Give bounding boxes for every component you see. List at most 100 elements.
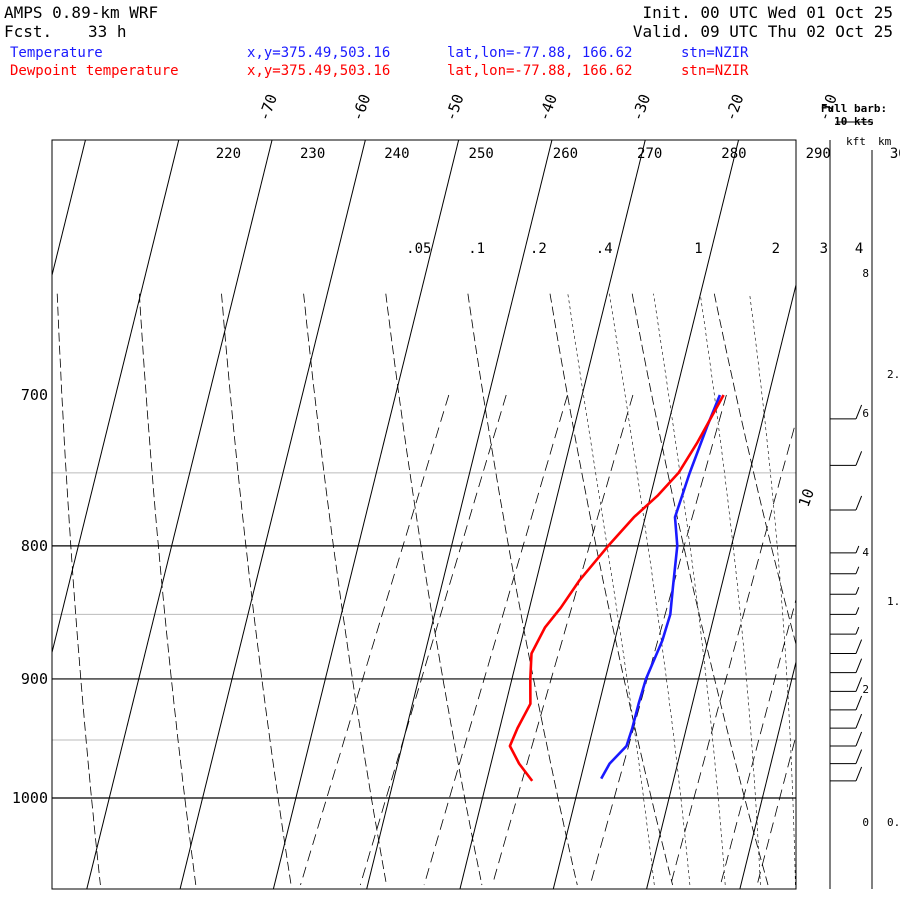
moist-adiabat-2: [749, 293, 796, 886]
wind-barb: [830, 658, 863, 674]
wind-height-column: kft km 8 6 4 2 0 2. 1. 0.: [829, 135, 900, 889]
kft-tick-0: 0: [862, 816, 869, 829]
wind-barb-flag: [855, 713, 863, 729]
moist-adiabat-6: [802, 294, 831, 885]
wind-barb: [830, 545, 860, 554]
mixing-ratio-3: [720, 597, 796, 886]
wind-barb-flag: [855, 677, 863, 692]
wind-barb: [830, 626, 860, 635]
theta-label-280: 280: [721, 146, 746, 162]
legend-dewpoint-latlon: lat,lon=-77.88, 166.62: [447, 63, 632, 79]
wind-barb: [830, 495, 863, 511]
pressure-label-800: 800: [21, 537, 48, 555]
km-tick-0: 0.: [887, 816, 900, 829]
isotherm--90: [52, 140, 86, 278]
pressure-label-700: 700: [21, 386, 48, 404]
wind-barb: [830, 566, 860, 575]
theta-label-270: 270: [637, 146, 662, 162]
kft-tick-4: 4: [862, 546, 869, 559]
wind-barb: [830, 639, 863, 655]
moist-adiabat--6: [653, 293, 726, 886]
moist-adiabat--2: [699, 293, 761, 886]
dry-adiabat-250: [467, 293, 578, 886]
wind-barbs: [830, 404, 863, 782]
isotherm--30: [459, 140, 646, 889]
temperature-label--70: -70: [255, 92, 281, 124]
isotherm--80: [52, 140, 180, 655]
theta-label-230: 230: [300, 146, 325, 162]
legend-dewpoint: Dewpoint temperature x,y=375.49,503.16 l…: [10, 63, 749, 79]
plot-frame: [51, 139, 797, 890]
dry-adiabat-240: [385, 293, 483, 886]
dry-adiabat-190: [0, 294, 5, 885]
wind-barb-flag: [855, 495, 863, 511]
moist-adiabat--14: [567, 293, 655, 886]
temperature-label--60: -60: [348, 92, 374, 124]
dry-adiabat-210: [139, 293, 197, 886]
mixing-ratio-0.2: [423, 394, 568, 886]
plot-background-lines: [0, 140, 900, 889]
model-title: AMPS 0.89-km WRF: [4, 3, 158, 22]
legend-dewpoint-stn: stn=NZIR: [681, 63, 749, 79]
moist-adiabat-10: [855, 294, 868, 885]
wind-barb-flag: [855, 566, 860, 574]
wind-barb-flag: [855, 639, 863, 654]
wind-barb-flag: [855, 749, 863, 764]
dewpoint-line: [508, 394, 725, 782]
wind-barb: [830, 607, 860, 615]
wind-barb-flag: [855, 658, 863, 673]
temperature-label-10: 10: [795, 486, 818, 509]
wind-barb: [830, 587, 860, 595]
fcst-hours: 33 h: [88, 22, 127, 41]
mixing-ratio-0.1: [359, 394, 507, 886]
mixing-ratio-8: [850, 395, 900, 885]
dry-adiabat-280: [713, 293, 796, 646]
wind-barb: [830, 404, 863, 420]
mixing-ratio-label-.05: .05: [406, 241, 431, 257]
wind-barb: [830, 695, 863, 711]
theta-label-250: 250: [469, 146, 494, 162]
isotherm-10: [833, 140, 900, 889]
mixing-ratio-2: [670, 419, 796, 886]
wind-barb: [830, 713, 863, 729]
valid-time: Valid. 09 UTC Thu 02 Oct 25: [633, 22, 893, 41]
legend-dewpoint-xy: x,y=375.49,503.16: [247, 63, 390, 79]
dry-adiabat-260: [549, 293, 673, 886]
legend-temperature-label: Temperature: [10, 45, 103, 61]
mixing-ratio-label-1: 1: [694, 241, 702, 257]
wind-barb: [830, 451, 863, 466]
legend-temperature-latlon: lat,lon=-77.88, 166.62: [447, 45, 632, 61]
isotherm--40: [366, 140, 553, 889]
kft-tick-6: 6: [862, 407, 869, 420]
km-tick-1: 1.: [887, 595, 900, 608]
km-tick-2: 2.: [887, 368, 900, 381]
wind-barb-flag: [855, 451, 863, 466]
temperature-label--50: -50: [441, 92, 467, 124]
isotherm--70: [86, 140, 273, 889]
isotherm--50: [272, 140, 460, 889]
mixing-ratio-4: [756, 734, 796, 886]
dry-adiabat-230: [303, 293, 387, 886]
legend-temperature: Temperature x,y=375.49,503.16 lat,lon=-7…: [10, 45, 749, 61]
dry-adiabat-300: [879, 294, 900, 885]
dry-adiabat-220: [221, 293, 292, 886]
temperature-label--20: -20: [721, 92, 747, 124]
legend-temperature-stn: stn=NZIR: [681, 45, 749, 61]
theta-label-240: 240: [384, 146, 409, 162]
mixing-ratio-label-.4: .4: [596, 241, 613, 257]
temperature-label--30: -30: [628, 92, 654, 124]
isotherm--10: [646, 282, 796, 889]
theta-label-300: 300: [890, 146, 900, 162]
isotherm-0: [739, 660, 796, 889]
init-time: Init. 00 UTC Wed 01 Oct 25: [643, 3, 893, 22]
wind-barb: [830, 731, 863, 747]
mixing-ratio-label-.2: .2: [530, 241, 547, 257]
mixing-ratio-label-3: 3: [820, 241, 828, 257]
mixing-ratio-label-2: 2: [772, 241, 780, 257]
wind-barb-flag: [855, 695, 863, 711]
wind-barb: [830, 749, 863, 765]
barb-legend-line1: Full barb:: [821, 102, 887, 115]
mixing-ratio-label-.1: .1: [468, 241, 485, 257]
mixing-ratio-0.4: [492, 394, 634, 886]
